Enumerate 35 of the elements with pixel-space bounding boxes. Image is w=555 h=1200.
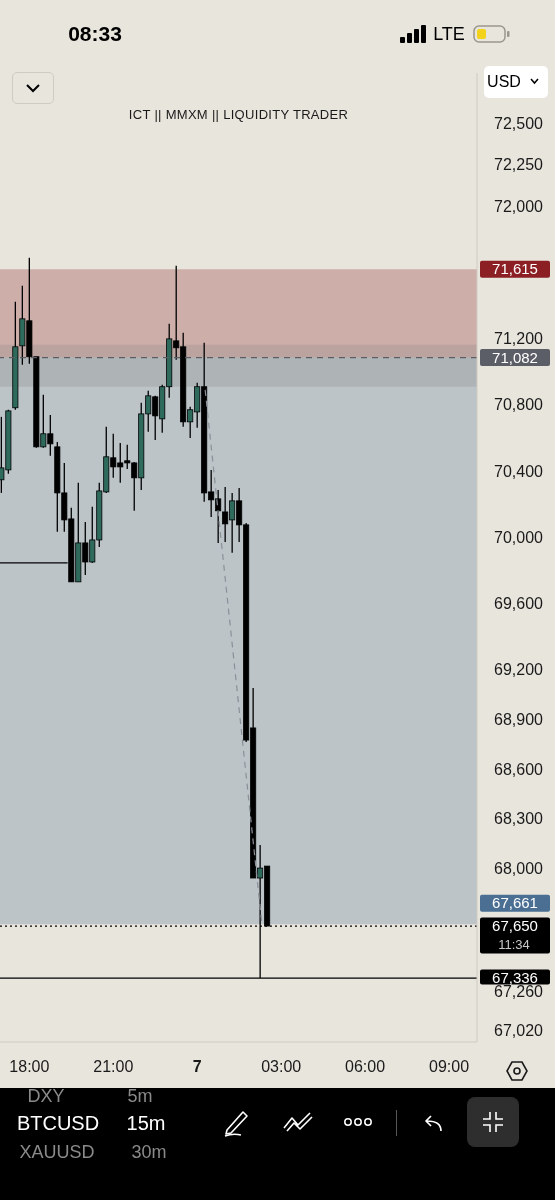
y-tick-label: 68,900 (494, 711, 544, 728)
y-tick-label: 72,000 (494, 197, 544, 215)
y-tick-label: 68,000 (494, 860, 544, 878)
text: XAUUSD (19, 1141, 95, 1163)
y-tick-label: 69,200 (494, 661, 544, 679)
y-tick-label: 68,300 (494, 810, 544, 828)
y-tick-label: 70,400 (494, 462, 544, 480)
text: 11:34 (498, 936, 530, 952)
y-tick-label: 72,250 (494, 156, 544, 174)
ref-line-label: 67,650 (492, 917, 538, 935)
text: 15m (126, 1111, 166, 1135)
y-tick-label: 70,000 (494, 528, 544, 546)
y-tick-label: 67,020 (494, 1022, 544, 1040)
x-tick-label: 09:00 (429, 1058, 470, 1075)
x-tick-label: 03:00 (261, 1058, 302, 1075)
x-tick-label: 06:00 (345, 1058, 386, 1075)
x-tick-label: 7 (192, 1058, 202, 1075)
text: DXY (27, 1085, 65, 1107)
text: ICT || MMXM || LIQUIDITY TRADER (127, 107, 350, 122)
band-label: 71,615 (492, 260, 538, 278)
y-tick-label: 68,600 (494, 760, 544, 778)
text: USD (487, 73, 521, 91)
y-tick-label: 72,500 (494, 114, 544, 132)
x-tick-label: 18:00 (9, 1058, 50, 1075)
band-label: 67,661 (492, 894, 538, 912)
y-tick-label: 71,200 (494, 330, 544, 348)
x-tick-label: 21:00 (93, 1058, 134, 1075)
text: 5m (127, 1085, 153, 1107)
text: BTCUSD (16, 1111, 100, 1135)
ref-line-label: 71,082 (492, 348, 538, 366)
y-tick-label: 69,600 (494, 595, 544, 613)
text: 08:33 (68, 22, 122, 46)
text: 30m (131, 1141, 167, 1163)
y-tick-label: 70,800 (494, 396, 544, 414)
text: LTE (433, 23, 465, 45)
